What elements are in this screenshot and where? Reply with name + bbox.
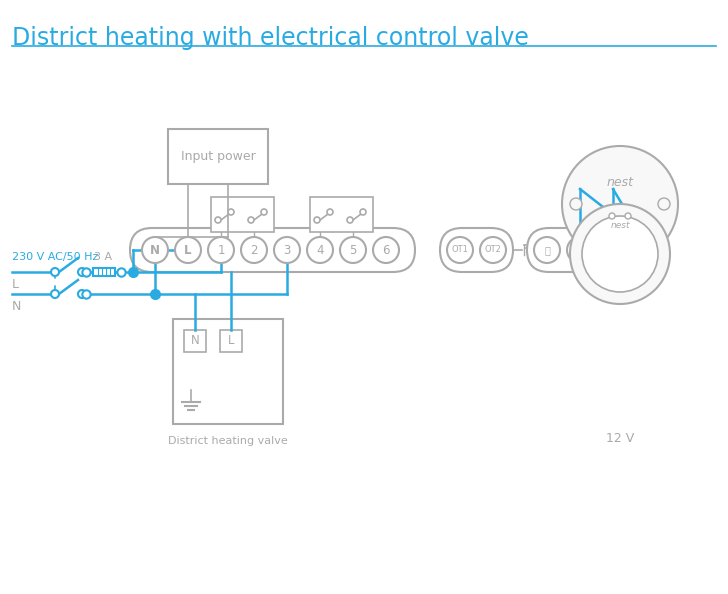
Text: 12 V: 12 V: [606, 432, 634, 446]
Circle shape: [248, 217, 254, 223]
Circle shape: [307, 237, 333, 263]
Text: 4: 4: [316, 244, 324, 257]
Text: 2: 2: [250, 244, 258, 257]
Text: OT2: OT2: [485, 245, 502, 254]
Text: 1: 1: [217, 244, 225, 257]
Circle shape: [208, 237, 234, 263]
FancyBboxPatch shape: [440, 228, 513, 272]
Circle shape: [582, 216, 658, 292]
Text: 3 A: 3 A: [95, 252, 113, 262]
Text: 6: 6: [382, 244, 389, 257]
Text: Input power: Input power: [181, 150, 256, 163]
Circle shape: [570, 198, 582, 210]
Text: 230 V AC/50 Hz: 230 V AC/50 Hz: [12, 252, 98, 262]
Text: OT1: OT1: [451, 245, 468, 254]
Circle shape: [175, 237, 201, 263]
FancyBboxPatch shape: [92, 268, 114, 276]
Text: L: L: [12, 279, 19, 292]
FancyBboxPatch shape: [168, 129, 268, 184]
Circle shape: [609, 213, 615, 219]
Circle shape: [261, 209, 267, 215]
Circle shape: [600, 237, 626, 263]
Text: T1: T1: [574, 245, 586, 255]
Circle shape: [78, 290, 86, 298]
Circle shape: [274, 237, 300, 263]
FancyBboxPatch shape: [184, 330, 206, 352]
Circle shape: [360, 209, 366, 215]
Text: District heating valve: District heating valve: [168, 436, 288, 446]
Circle shape: [570, 204, 670, 304]
Circle shape: [480, 237, 506, 263]
Circle shape: [625, 213, 631, 219]
Text: L: L: [184, 244, 191, 257]
Text: T2: T2: [607, 245, 619, 255]
Circle shape: [78, 268, 86, 276]
FancyBboxPatch shape: [211, 197, 274, 232]
Circle shape: [534, 237, 560, 263]
Text: ⏚: ⏚: [544, 245, 550, 255]
Text: N: N: [150, 244, 160, 257]
FancyBboxPatch shape: [130, 228, 415, 272]
Circle shape: [658, 198, 670, 210]
Circle shape: [327, 209, 333, 215]
Circle shape: [51, 290, 59, 298]
Text: N: N: [12, 301, 21, 314]
Circle shape: [142, 237, 168, 263]
Text: District heating with electrical control valve: District heating with electrical control…: [12, 26, 529, 50]
Circle shape: [51, 268, 59, 276]
Circle shape: [567, 237, 593, 263]
Text: 3: 3: [283, 244, 290, 257]
Text: nest: nest: [606, 175, 633, 188]
FancyBboxPatch shape: [527, 228, 633, 272]
FancyBboxPatch shape: [173, 319, 283, 424]
Circle shape: [228, 209, 234, 215]
Circle shape: [447, 237, 473, 263]
FancyBboxPatch shape: [310, 197, 373, 232]
Text: N: N: [191, 334, 199, 347]
Circle shape: [562, 146, 678, 262]
Text: 5: 5: [349, 244, 357, 257]
Circle shape: [314, 217, 320, 223]
Circle shape: [373, 237, 399, 263]
FancyBboxPatch shape: [220, 330, 242, 352]
Circle shape: [340, 237, 366, 263]
Text: L: L: [228, 334, 234, 347]
Circle shape: [347, 217, 353, 223]
Circle shape: [215, 217, 221, 223]
Circle shape: [241, 237, 267, 263]
Text: nest: nest: [610, 222, 630, 230]
